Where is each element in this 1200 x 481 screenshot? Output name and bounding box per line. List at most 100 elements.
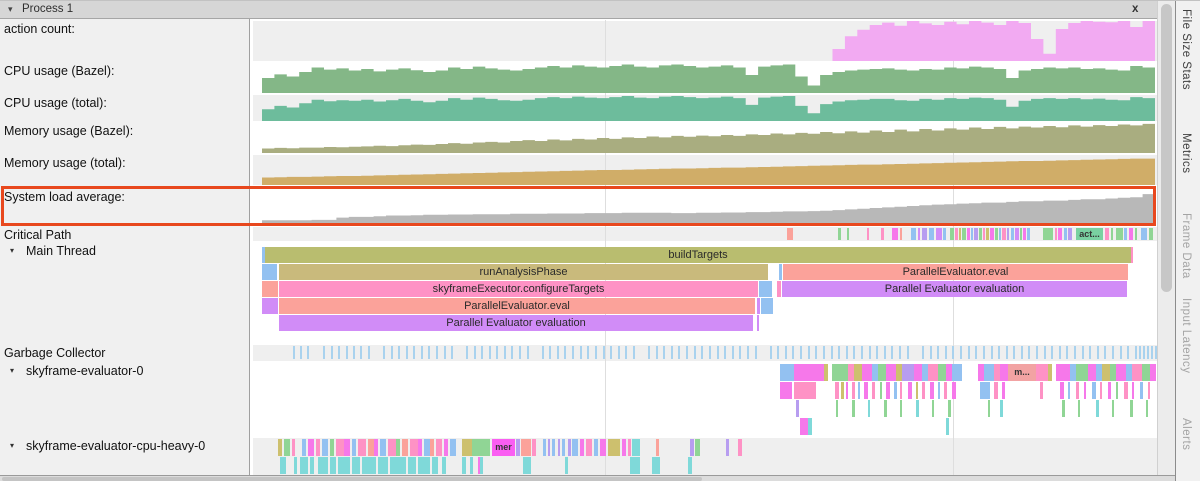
track-content-skyframe-evaluator-cpu-heavy-0[interactable]: mer bbox=[253, 438, 1157, 475]
trace-slice[interactable] bbox=[967, 228, 970, 240]
trace-slice[interactable] bbox=[310, 457, 314, 474]
trace-slice[interactable] bbox=[322, 439, 328, 456]
trace-slice[interactable] bbox=[580, 439, 584, 456]
trace-slice[interactable] bbox=[858, 382, 860, 399]
trace-slice[interactable] bbox=[846, 382, 848, 399]
trace-slice[interactable] bbox=[294, 457, 297, 474]
trace-slice[interactable] bbox=[896, 364, 902, 381]
trace-slice[interactable] bbox=[462, 457, 466, 474]
trace-span[interactable]: Parallel Evaluator evaluation bbox=[279, 315, 753, 331]
trace-span[interactable]: Parallel Evaluator evaluation bbox=[782, 281, 1127, 297]
trace-slice[interactable] bbox=[862, 364, 872, 381]
trace-slice[interactable] bbox=[1116, 382, 1118, 399]
trace-slice[interactable] bbox=[418, 457, 430, 474]
trace-slice[interactable] bbox=[1068, 228, 1072, 240]
trace-slice[interactable] bbox=[450, 439, 456, 456]
trace-slice[interactable] bbox=[938, 364, 946, 381]
expander-triangle-icon[interactable]: ▾ bbox=[10, 441, 15, 450]
trace-slice[interactable] bbox=[442, 457, 446, 474]
trace-slice[interactable] bbox=[952, 364, 962, 381]
trace-slice[interactable] bbox=[1116, 364, 1126, 381]
trace-slice[interactable] bbox=[759, 281, 772, 297]
trace-slice[interactable] bbox=[1116, 228, 1123, 240]
trace-slice[interactable] bbox=[1102, 364, 1110, 381]
trace-slice[interactable] bbox=[999, 228, 1001, 240]
trace-slice[interactable] bbox=[1055, 228, 1057, 240]
trace-slice[interactable] bbox=[1078, 400, 1080, 417]
trace-slice[interactable] bbox=[565, 457, 568, 474]
trace-slice[interactable] bbox=[470, 457, 473, 474]
tab-frame-data[interactable]: Frame Data bbox=[1180, 213, 1192, 279]
trace-slice[interactable] bbox=[780, 382, 792, 399]
trace-slice[interactable] bbox=[916, 382, 918, 399]
trace-slice[interactable] bbox=[922, 382, 925, 399]
trace-slice[interactable] bbox=[914, 364, 922, 381]
trace-slice[interactable] bbox=[894, 382, 897, 399]
trace-slice[interactable] bbox=[432, 457, 438, 474]
trace-slice[interactable] bbox=[841, 382, 844, 399]
trace-slice[interactable] bbox=[922, 228, 927, 240]
trace-slice[interactable] bbox=[900, 382, 902, 399]
trace-slice[interactable] bbox=[1132, 382, 1134, 399]
trace-slice[interactable] bbox=[568, 439, 571, 456]
trace-slice[interactable] bbox=[612, 439, 620, 456]
trace-slice[interactable] bbox=[974, 228, 978, 240]
trace-slice[interactable] bbox=[1084, 382, 1086, 399]
trace-slice[interactable] bbox=[832, 364, 848, 381]
tab-file-size-stats[interactable]: File Size Stats bbox=[1180, 9, 1192, 90]
trace-slice[interactable] bbox=[984, 364, 994, 381]
trace-slice[interactable] bbox=[1011, 228, 1014, 240]
trace-slice[interactable] bbox=[886, 382, 890, 399]
trace-slice[interactable] bbox=[852, 400, 855, 417]
trace-slice[interactable] bbox=[380, 439, 386, 456]
trace-slice[interactable] bbox=[656, 439, 659, 456]
trace-span[interactable]: skyframeExecutor.configureTargets bbox=[279, 281, 758, 297]
trace-slice[interactable] bbox=[378, 457, 388, 474]
trace-slice[interactable] bbox=[800, 418, 808, 435]
trace-slice[interactable] bbox=[308, 439, 314, 456]
trace-slice[interactable] bbox=[864, 382, 868, 399]
trace-slice[interactable] bbox=[521, 439, 531, 456]
trace-slice[interactable] bbox=[872, 382, 875, 399]
trace-slice[interactable] bbox=[316, 439, 320, 456]
trace-slice[interactable] bbox=[318, 457, 328, 474]
trace-slice[interactable] bbox=[944, 382, 947, 399]
trace-slice[interactable] bbox=[1000, 400, 1003, 417]
track-content-system-load[interactable] bbox=[253, 189, 1157, 223]
expander-triangle-icon[interactable]: ▾ bbox=[10, 366, 15, 375]
trace-slice[interactable] bbox=[994, 364, 1000, 381]
expander-triangle-icon[interactable]: ▾ bbox=[10, 246, 15, 255]
trace-slice[interactable] bbox=[1076, 382, 1079, 399]
trace-slice[interactable] bbox=[480, 457, 483, 474]
trace-slice[interactable] bbox=[472, 439, 490, 456]
trace-slice[interactable] bbox=[600, 439, 606, 456]
trace-slice[interactable] bbox=[990, 228, 994, 240]
trace-slice[interactable] bbox=[410, 439, 418, 456]
trace-slice[interactable] bbox=[390, 457, 406, 474]
trace-slice[interactable] bbox=[523, 457, 531, 474]
trace-slice[interactable] bbox=[330, 457, 336, 474]
trace-slice[interactable] bbox=[978, 364, 984, 381]
trace-slice[interactable] bbox=[695, 439, 700, 456]
trace-slice[interactable] bbox=[572, 439, 578, 456]
trace-slice[interactable] bbox=[302, 439, 306, 456]
trace-slice[interactable] bbox=[436, 439, 442, 456]
trace-slice[interactable] bbox=[761, 298, 773, 314]
trace-slice[interactable] bbox=[262, 281, 278, 297]
trace-slice[interactable] bbox=[1124, 382, 1128, 399]
trace-slice[interactable] bbox=[836, 400, 838, 417]
trace-slice[interactable] bbox=[1092, 382, 1096, 399]
trace-slice[interactable] bbox=[543, 439, 546, 456]
trace-slice[interactable] bbox=[402, 439, 408, 456]
trace-slice[interactable] bbox=[950, 228, 954, 240]
track-content-skyframe-evaluator-0[interactable]: m... bbox=[253, 363, 1157, 437]
trace-slice[interactable] bbox=[1111, 228, 1113, 240]
trace-slice[interactable] bbox=[1002, 382, 1005, 399]
trace-slice[interactable] bbox=[868, 400, 870, 417]
trace-slice[interactable] bbox=[532, 439, 536, 456]
trace-slice[interactable] bbox=[886, 364, 896, 381]
trace-slice[interactable] bbox=[1141, 228, 1147, 240]
trace-slice[interactable] bbox=[1036, 364, 1048, 381]
trace-slice[interactable] bbox=[1015, 228, 1019, 240]
trace-slice[interactable] bbox=[880, 382, 882, 399]
